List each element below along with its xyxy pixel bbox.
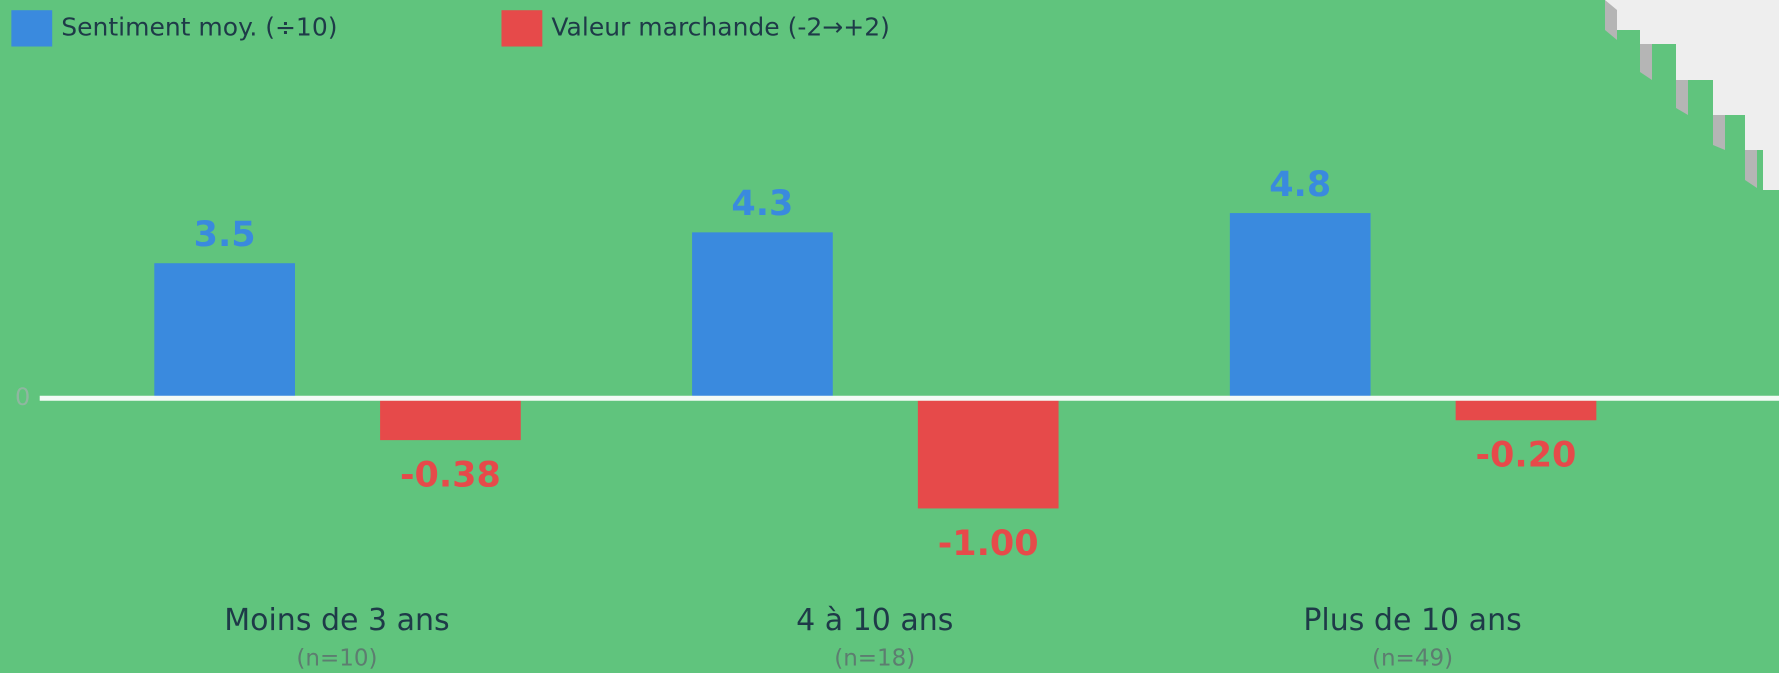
x-tick-label: Plus de 10 ans (1303, 603, 1521, 638)
value-label: -0.38 (400, 455, 501, 495)
bar (380, 398, 521, 441)
legend-swatch (11, 10, 53, 47)
x-tick-note: (n=49) (1372, 646, 1453, 672)
bar (917, 398, 1059, 509)
x-tick-note: (n=18) (834, 646, 915, 672)
bar (154, 263, 295, 399)
x-tick-note: (n=10) (296, 646, 377, 672)
legend-label: Sentiment moy. (÷10) (61, 12, 337, 41)
x-tick-label: Moins de 3 ans (224, 603, 449, 638)
value-label: 4.3 (731, 184, 793, 224)
y-tick-label: 0 (15, 383, 30, 411)
bar (692, 232, 833, 399)
value-label: 3.5 (194, 215, 256, 255)
value-label: 4.8 (1269, 165, 1331, 205)
bar (1455, 398, 1597, 421)
legend-label: Valeur marchande (-2→+2) (551, 12, 889, 41)
corner-decoration (1605, 0, 1779, 190)
bar (1229, 213, 1371, 399)
x-tick-label: 4 à 10 ans (796, 603, 953, 638)
value-label: -1.00 (938, 524, 1039, 564)
value-label: -0.20 (1476, 436, 1577, 476)
legend-swatch (501, 10, 543, 47)
